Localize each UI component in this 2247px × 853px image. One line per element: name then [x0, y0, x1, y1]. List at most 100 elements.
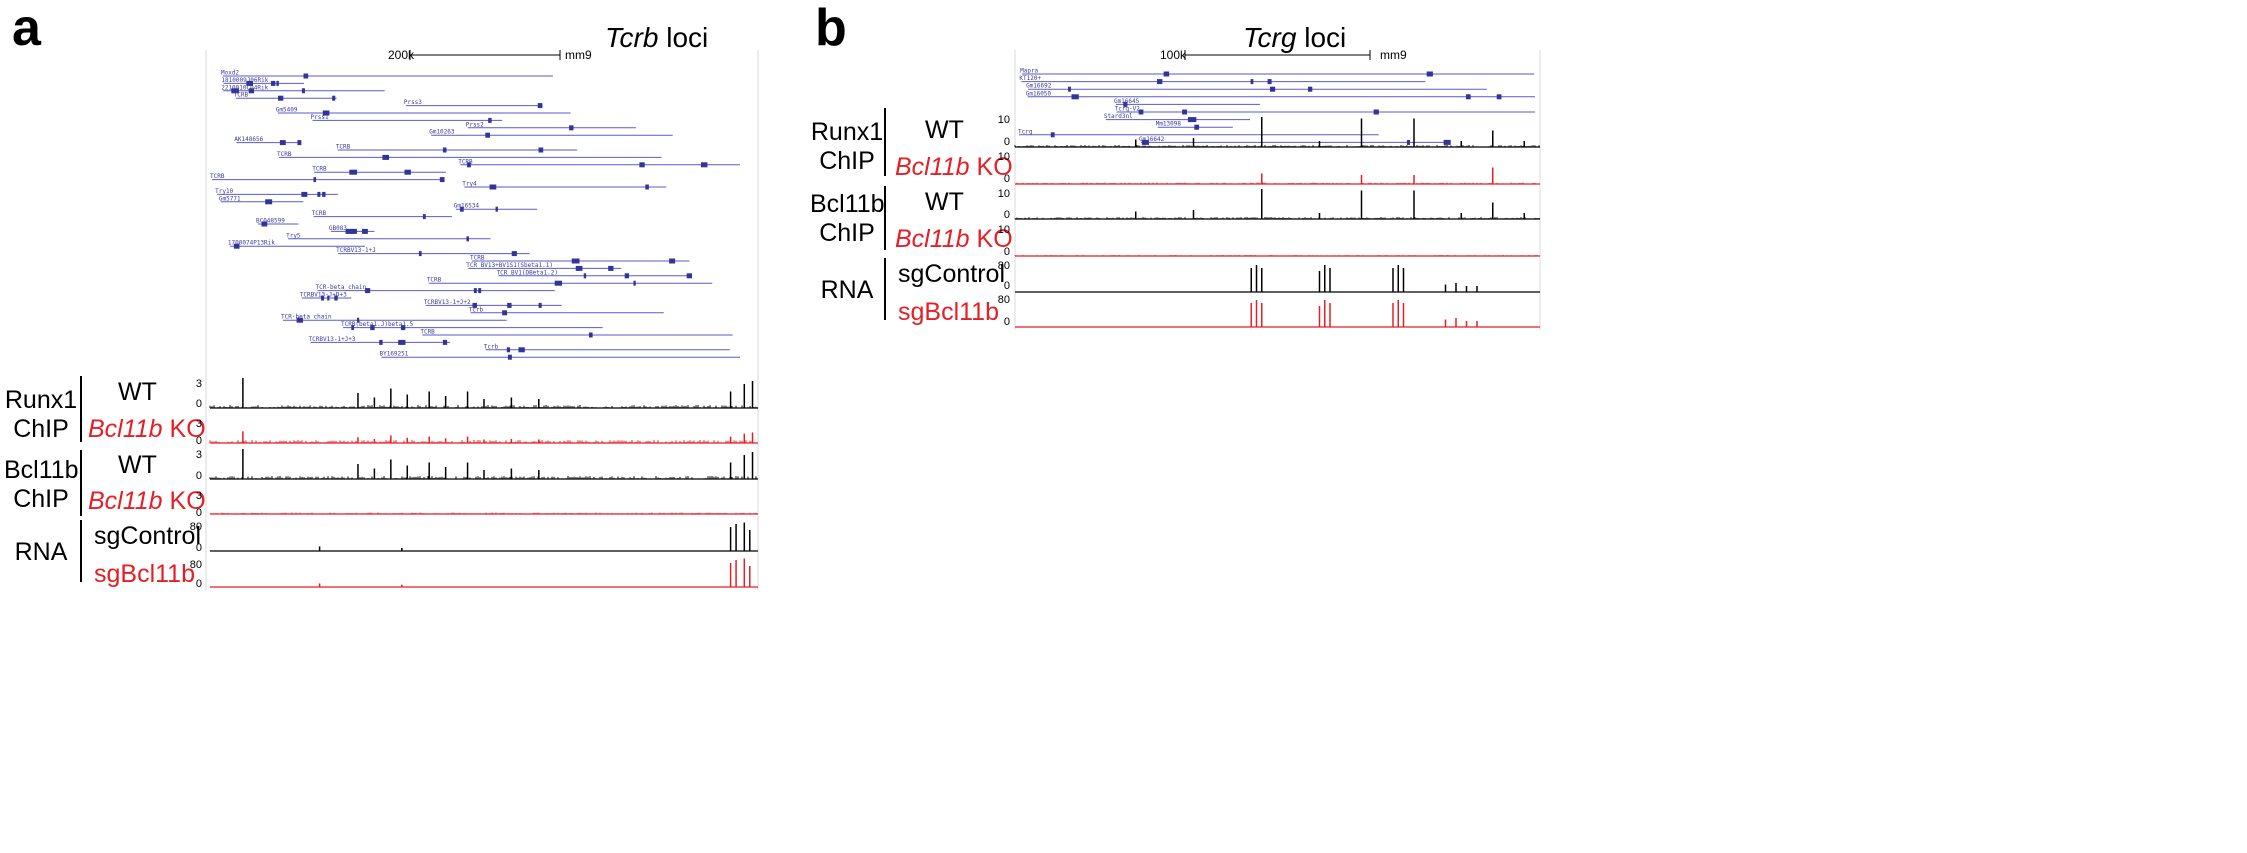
panel-a-gene-label: TCR-beta chain [281, 314, 332, 321]
panel-a-exon [317, 191, 321, 197]
panel-b-exon [1194, 124, 1200, 130]
panel-b-exon [1138, 109, 1144, 115]
panel-a-exon [350, 228, 357, 234]
panel-b-label: b [815, 0, 847, 57]
panel-b-cond-rna-sgcontrol: sgControl [898, 260, 1005, 288]
panel-b-exon [1123, 101, 1128, 107]
panel-a-exon [362, 228, 368, 234]
panel-b-cond-bcl11b-wt: WT [925, 188, 964, 216]
panel-a-exon [301, 191, 308, 197]
panel-b-ytick-max-3: 10 [997, 224, 1010, 236]
panel-b-exon [1465, 94, 1471, 100]
panel-a-exon [418, 251, 422, 257]
panel-b-ytick-max-2: 10 [997, 188, 1010, 200]
panel-a-exon [398, 339, 406, 345]
panel-a-exon [485, 132, 491, 138]
panel-b-ytick-max-5: 80 [997, 294, 1010, 306]
panel-a-exon [442, 339, 448, 345]
panel-b-gene-label: Gm16692 [1026, 83, 1052, 90]
panel-a-ytick-max-4: 80 [189, 521, 202, 533]
panel-a-exon [460, 206, 464, 212]
panel-a-cond-runx1-ko: Bcl11b KO [88, 415, 206, 443]
panel-a-gene-label: Gm16534 [454, 203, 480, 210]
panel-b-exon [1182, 109, 1188, 115]
panel-b-scale-text: 100k [1160, 48, 1187, 62]
panel-a-exon [538, 147, 544, 153]
panel-a-exon [303, 73, 309, 79]
panel-a-assembly: mm9 [565, 48, 592, 62]
panel-a-exon [370, 325, 375, 331]
panel-a-exon [472, 302, 477, 308]
panel-a-gene-label: 1700074P13Rik [228, 240, 275, 247]
panel-a-exon [495, 206, 498, 212]
panel-b-exon [1157, 79, 1163, 85]
panel-b-cond-runx1-wt: WT [925, 116, 964, 144]
panel-b-cond-runx1-ko: Bcl11b KO [895, 153, 1013, 181]
panel-a-exon [489, 184, 497, 190]
panel-a-gene-label: TCR-beta chain [316, 284, 367, 291]
panel-a-gene-label: TCR BV1(DBeta1.2) [497, 269, 558, 276]
panel-a-exon [365, 288, 371, 294]
panel-a-exon [571, 258, 580, 264]
panel-a-gene-label: TCRB [470, 255, 485, 262]
panel-a-cond-rna-sgbcl11b: sgBcl11b [94, 560, 195, 588]
panel-a-exon [554, 280, 562, 286]
panel-a-exon [442, 147, 447, 153]
panel-a-exon [404, 169, 411, 175]
panel-a-exon [639, 162, 645, 168]
panel-a-ytick-max-3: 3 [195, 490, 202, 502]
panel-b-ytick-max-1: 10 [997, 151, 1010, 163]
panel-a-exon [569, 125, 574, 131]
panel-a-exon [608, 265, 614, 271]
panel-a-ytick-min-5: 0 [195, 578, 202, 590]
panel-a-exon [357, 317, 360, 323]
panel-b-ytick-min-2: 0 [1003, 209, 1010, 221]
panel-b-bracket-runx1 [884, 108, 886, 176]
panel-a-exon [322, 110, 330, 116]
panel-a-exon [279, 140, 286, 146]
panel-a-ytick-min-3: 0 [195, 507, 202, 519]
panel-a-group-rna: RNA [14, 538, 68, 566]
panel-a-ytick-max-5: 80 [189, 559, 202, 571]
panel-b-signal-tracks [1014, 117, 1540, 328]
panel-a-exon [296, 317, 304, 323]
panel-b-cond-bcl11b-ko: Bcl11b KO [895, 225, 1013, 253]
panel-b-exon [1068, 86, 1071, 92]
panel-a-group-bcl11b: Bcl11b ChIP [4, 456, 79, 513]
panel-b-exon [1050, 132, 1055, 138]
panel-b-group-runx1: Runx1 ChIP [810, 118, 884, 175]
panel-a-exon [322, 191, 326, 197]
panel-a-ytick-max-1: 3 [195, 418, 202, 430]
panel-a-cond-rna-sgcontrol: sgControl [94, 522, 201, 550]
panel-a-exon [511, 251, 517, 257]
panel-a-exon [313, 177, 317, 183]
panel-b-exon [1373, 109, 1379, 115]
panel-a-gene-label: Gm10263 [429, 129, 455, 136]
panel-a-ytick-min-0: 0 [195, 398, 202, 410]
panel-b-gene-label: Gm16645 [1114, 98, 1140, 105]
panel-b-ytick-min-1: 0 [1003, 173, 1010, 185]
panel-a-gene-label: TCRB [234, 92, 249, 99]
panel-b-exon [1426, 71, 1433, 77]
panel-a-exon [246, 80, 254, 86]
panel-a-exon [633, 280, 636, 286]
panel-a-gene-label: Prss3 [404, 99, 422, 106]
panel-a-exon [700, 162, 708, 168]
panel-a-exon [488, 117, 492, 123]
panel-a-title: Tcrb loci [605, 22, 709, 53]
panel-a-ytick-min-1: 0 [195, 435, 202, 447]
panel-a-cond-bcl11b-ko: Bcl11b KO [88, 487, 206, 515]
panel-a-exon [686, 273, 692, 279]
panel-a-exon [575, 265, 583, 271]
panel-a-gene-label: TCRBV13-1+J+2 [424, 299, 471, 306]
panel-a-gene-label: TCR BV13+BV1S1(Sbeta1.1) [466, 262, 553, 269]
panel-a-bracket-runx1 [80, 376, 82, 442]
panel-a-exon [439, 177, 445, 183]
panel-a-exon [262, 221, 268, 227]
panel-a-exon [276, 80, 279, 86]
panel-a-exon [538, 302, 542, 308]
panel-a-gene-label: TCRBV13-1+J+3 [309, 336, 356, 343]
panel-a-gene-label: Moxd2 [221, 70, 239, 77]
panel-a-exon [265, 199, 273, 205]
